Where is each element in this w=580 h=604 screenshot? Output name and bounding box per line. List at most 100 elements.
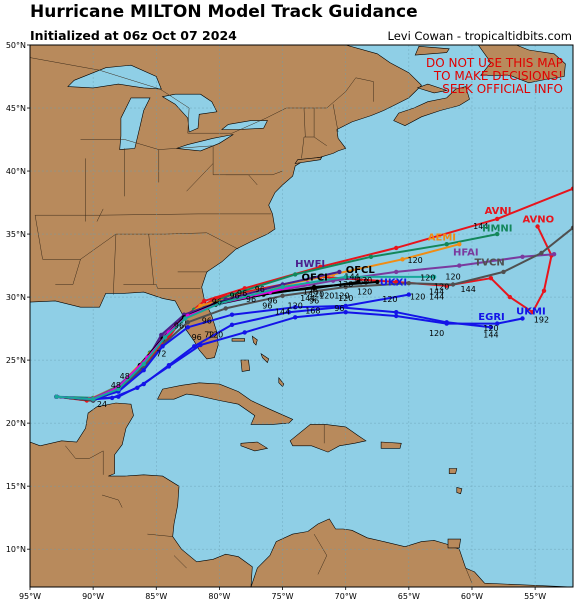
- credit: Levi Cowan - tropicaltidbits.com: [387, 29, 573, 43]
- forecast-hour-label: 144: [275, 308, 290, 317]
- track-line: [56, 227, 573, 402]
- land-nova-scotia: [393, 86, 470, 127]
- land-guadeloupe: [448, 468, 458, 474]
- forecast-hour-label: 96: [202, 317, 212, 326]
- track-point: [539, 250, 544, 256]
- track-point: [159, 332, 164, 338]
- lake-huron: [161, 93, 218, 133]
- track-point: [400, 257, 405, 262]
- border-line: [465, 568, 473, 584]
- track-label: UKMI: [516, 307, 546, 318]
- y-tick-label: 15°N: [6, 482, 26, 491]
- track-point: [541, 288, 547, 293]
- x-tick-label: 90°W: [82, 592, 104, 601]
- border-line: [123, 284, 201, 289]
- map-title: Hurricane MILTON Model Track Guidance: [30, 2, 418, 22]
- forecast-hour-label: 120: [357, 288, 372, 297]
- forecast-hour-label: 120: [334, 291, 349, 300]
- track-point: [217, 301, 222, 306]
- track-point: [185, 320, 190, 325]
- land-layer: [30, 45, 573, 587]
- border-line: [225, 174, 258, 186]
- forecast-hour-label: 96: [309, 296, 319, 305]
- forecast-hour-label: 120: [338, 280, 353, 289]
- forecast-hour-label: 120: [208, 330, 223, 339]
- track-point: [116, 386, 121, 392]
- init-time: Initialized at 06z Oct 07 2024: [30, 28, 237, 43]
- forecast-hour-label: 120: [420, 274, 435, 283]
- track-point: [394, 245, 399, 251]
- track-point: [198, 342, 203, 348]
- lake-erie: [176, 134, 234, 152]
- track-label: HFAI: [453, 247, 479, 258]
- track-point: [141, 368, 146, 373]
- forecast-hour-label: 96: [262, 301, 272, 310]
- track-label: OFCL: [346, 265, 376, 276]
- lake-superior: [67, 64, 162, 90]
- track-point: [375, 279, 380, 285]
- forecast-hour-label: 72: [204, 330, 214, 339]
- track-point: [90, 397, 96, 402]
- border-line: [80, 139, 283, 176]
- forecast-hour-label: 96: [237, 289, 247, 298]
- grid-layer: [30, 45, 573, 587]
- forecast-hour-label: 96: [229, 291, 239, 300]
- track-point: [406, 281, 411, 286]
- label-layer: AVNI 144 AVNO HMNI AEMI 120 HFAI 120 HWFI OFCI 96 O…: [97, 206, 554, 409]
- x-tick-label: 75°W: [272, 592, 294, 601]
- forecast-hour-label: 96: [174, 322, 184, 331]
- land-trinidad: [447, 538, 461, 549]
- track-point: [570, 186, 573, 191]
- track-point: [229, 292, 235, 297]
- y-tick-label: 45°N: [6, 104, 26, 113]
- x-tick-label: 70°W: [335, 592, 357, 601]
- y-tick-label: 50°N: [6, 41, 26, 50]
- forecast-hour-label: 96: [334, 304, 344, 313]
- track-point: [280, 284, 285, 290]
- track-point: [444, 321, 449, 326]
- land-bahamas-eleuthera: [260, 353, 270, 364]
- forecast-hour-label: 144: [461, 285, 476, 294]
- warning-line-2: TO MAKE DECISIONS!: [433, 69, 563, 83]
- track-label: OFCI: [302, 273, 328, 284]
- track-label: HMNI: [482, 224, 512, 235]
- forecast-hour-label: 144: [344, 272, 359, 281]
- track-point: [495, 216, 500, 222]
- track-point: [501, 269, 506, 275]
- border-line: [30, 57, 374, 134]
- track-line: [56, 293, 409, 401]
- x-tick-label: 85°W: [145, 592, 167, 601]
- track-point: [293, 305, 298, 310]
- track-point: [406, 292, 411, 297]
- track-point: [311, 284, 317, 290]
- x-tick-label: 80°W: [208, 592, 230, 601]
- x-tick-label: 60°W: [461, 592, 483, 601]
- forecast-hour-label: 120: [303, 288, 318, 297]
- track-point: [141, 361, 146, 367]
- x-tick-label: 55°W: [524, 592, 546, 601]
- track-point: [450, 282, 456, 287]
- border-line: [96, 208, 104, 222]
- forecast-hour-label: 120: [338, 294, 353, 303]
- track-point: [54, 394, 59, 399]
- forecast-hour-label: 168: [305, 306, 320, 315]
- track-point: [160, 344, 165, 349]
- track-point: [343, 284, 348, 290]
- track-point: [394, 269, 399, 275]
- border-line: [147, 533, 173, 537]
- land-jamaica: [240, 441, 269, 452]
- land-bahamas-abaco: [251, 335, 258, 346]
- track-point: [530, 310, 535, 315]
- forecast-hour-label: 120: [429, 329, 444, 338]
- track-point: [286, 310, 292, 315]
- forecast-hour-label: 96: [246, 295, 256, 304]
- forecast-hour-label: 144: [429, 288, 444, 297]
- land-hispaniola: [289, 424, 367, 453]
- track-point: [488, 276, 494, 281]
- track-point: [183, 316, 188, 321]
- border-line: [101, 494, 123, 508]
- track-label: AEMI: [428, 232, 456, 243]
- forecast-hour-label: 144: [429, 293, 444, 302]
- track-label: TVCN: [475, 258, 505, 269]
- track-point: [109, 395, 115, 401]
